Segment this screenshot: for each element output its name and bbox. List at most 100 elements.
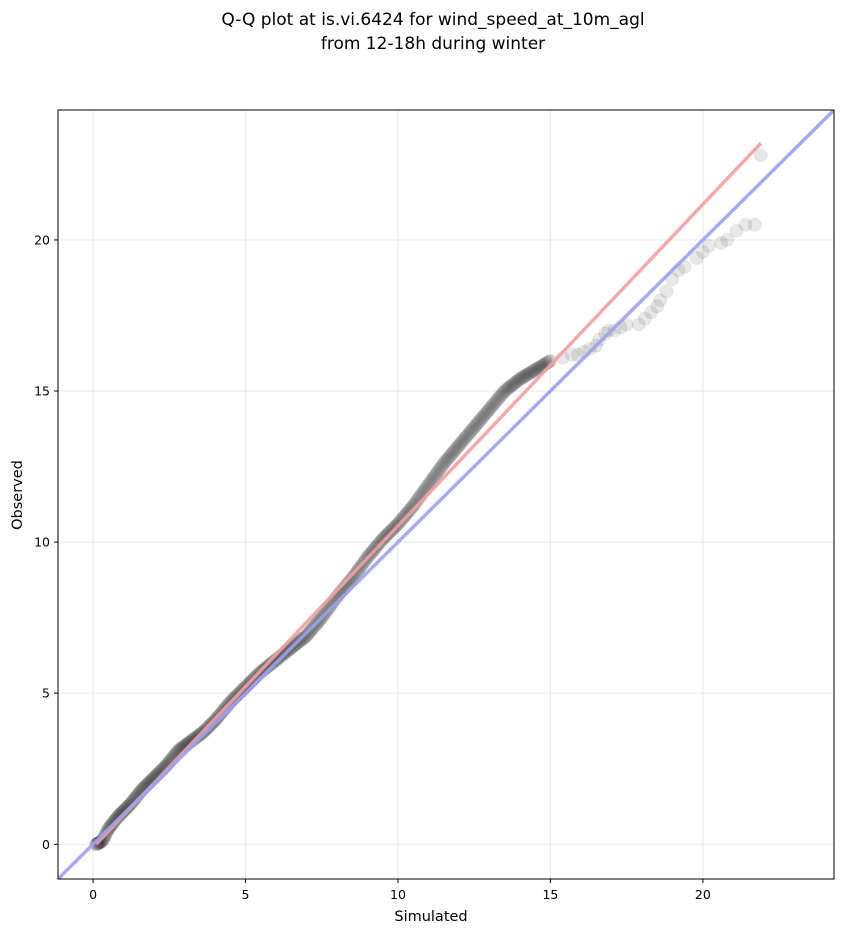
y-axis-label: Observed <box>10 460 26 530</box>
qq-point <box>434 459 449 474</box>
qq-point <box>441 450 456 465</box>
qq-point <box>447 443 462 458</box>
qq-point <box>437 455 452 470</box>
qq-point <box>439 453 454 468</box>
qq-point <box>427 469 442 484</box>
identity-line <box>58 110 834 879</box>
axis-ticks: 0 5 10 15 20 0 5 10 15 20 <box>34 232 711 902</box>
qq-point <box>470 416 485 431</box>
x-tick-label: 20 <box>695 887 711 902</box>
fit-line <box>94 142 763 846</box>
qq-point <box>122 798 137 813</box>
qq-point <box>397 509 412 524</box>
qq-point <box>607 323 622 338</box>
qq-point <box>374 533 389 548</box>
qq-point <box>430 464 445 479</box>
qq-point <box>404 500 419 515</box>
qq-point <box>487 395 502 410</box>
qq-point <box>665 272 680 287</box>
qq-point <box>378 529 393 544</box>
qq-point <box>564 347 579 362</box>
qq-point <box>583 341 598 356</box>
qq-point <box>516 370 531 385</box>
qq-point <box>460 427 475 442</box>
qq-point <box>473 413 488 428</box>
qq-point <box>532 360 547 375</box>
qq-point <box>738 217 753 232</box>
qq-point <box>497 384 512 399</box>
qq-point <box>506 377 521 392</box>
qq-point <box>677 260 692 275</box>
qq-point <box>457 432 472 447</box>
qq-point <box>458 430 473 445</box>
reference-lines <box>58 110 834 879</box>
qq-point <box>435 458 450 473</box>
x-tick-label: 0 <box>89 887 97 902</box>
qq-point <box>508 375 523 390</box>
qq-point <box>498 383 513 398</box>
qq-point <box>598 326 613 341</box>
y-tick-label: 0 <box>42 837 50 852</box>
qq-point <box>482 401 497 416</box>
qq-point <box>485 398 500 413</box>
qq-point <box>513 371 528 386</box>
x-tick-label: 10 <box>390 887 406 902</box>
qq-point <box>493 388 508 403</box>
qq-point <box>468 419 483 434</box>
qq-point <box>484 400 499 415</box>
qq-point <box>451 439 466 454</box>
qq-point <box>467 420 482 435</box>
qq-point <box>477 407 492 422</box>
qq-point <box>471 414 486 429</box>
qq-point <box>504 378 519 393</box>
qq-point <box>519 367 534 382</box>
qq-point <box>714 235 729 250</box>
qq-point <box>527 363 542 378</box>
qq-point <box>659 284 674 299</box>
qq-point <box>512 372 527 387</box>
qq-point <box>465 421 480 436</box>
qq-point <box>377 530 392 545</box>
x-tick-label: 5 <box>242 887 250 902</box>
chart-title-line-2: from 12-18h during winter <box>321 34 545 54</box>
qq-point <box>475 410 490 425</box>
qq-point <box>490 392 505 407</box>
qq-point <box>300 628 315 643</box>
qq-point <box>653 293 668 308</box>
qq-point <box>405 499 420 514</box>
qq-point <box>348 567 363 582</box>
qq-point <box>491 391 506 406</box>
qq-point <box>445 446 460 461</box>
qq-point <box>463 424 478 439</box>
qq-point <box>403 502 418 517</box>
chart-title-line-1: Q-Q plot at is.vi.6424 for wind_speed_at… <box>221 10 644 30</box>
qq-point <box>301 626 316 641</box>
qq-point <box>747 217 762 232</box>
qq-point <box>480 404 495 419</box>
qq-point <box>514 370 529 385</box>
qq-point <box>701 238 716 253</box>
qq-point <box>479 405 494 420</box>
qq-point <box>346 569 361 584</box>
plot-frame <box>57 109 835 880</box>
qq-point <box>399 506 414 521</box>
qq-point <box>528 362 543 377</box>
qq-point <box>429 466 444 481</box>
qq-point <box>509 374 524 389</box>
qq-point <box>452 437 467 452</box>
qq-point <box>428 468 443 483</box>
qq-point <box>530 361 545 376</box>
qq-point <box>297 630 312 645</box>
qq-point <box>469 417 484 432</box>
qq-point <box>376 531 391 546</box>
qq-point <box>502 380 517 395</box>
qq-point <box>521 367 536 382</box>
qq-point <box>442 449 457 464</box>
qq-point <box>440 452 455 467</box>
qq-point <box>456 433 471 448</box>
qq-point <box>695 245 710 260</box>
qq-point <box>450 440 465 455</box>
qq-point <box>720 232 735 247</box>
qq-point <box>601 323 616 338</box>
qq-point <box>462 426 477 441</box>
